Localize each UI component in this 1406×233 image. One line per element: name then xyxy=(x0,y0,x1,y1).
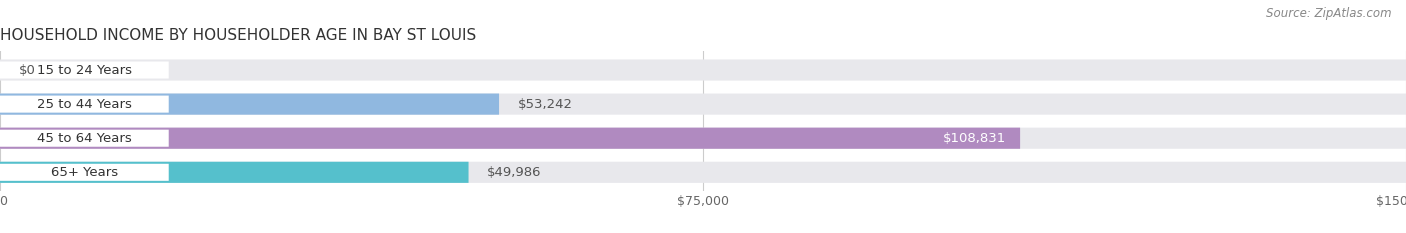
Text: 15 to 24 Years: 15 to 24 Years xyxy=(37,64,132,76)
Text: HOUSEHOLD INCOME BY HOUSEHOLDER AGE IN BAY ST LOUIS: HOUSEHOLD INCOME BY HOUSEHOLDER AGE IN B… xyxy=(0,28,477,43)
FancyBboxPatch shape xyxy=(0,62,169,79)
FancyBboxPatch shape xyxy=(0,128,1406,149)
Text: 45 to 64 Years: 45 to 64 Years xyxy=(37,132,132,145)
Text: 65+ Years: 65+ Years xyxy=(51,166,118,179)
Text: $108,831: $108,831 xyxy=(943,132,1007,145)
Text: 25 to 44 Years: 25 to 44 Years xyxy=(37,98,132,111)
FancyBboxPatch shape xyxy=(0,93,499,115)
FancyBboxPatch shape xyxy=(0,162,468,183)
Text: $53,242: $53,242 xyxy=(517,98,572,111)
FancyBboxPatch shape xyxy=(0,93,1406,115)
FancyBboxPatch shape xyxy=(0,164,169,181)
FancyBboxPatch shape xyxy=(0,130,169,147)
Text: Source: ZipAtlas.com: Source: ZipAtlas.com xyxy=(1267,7,1392,20)
Text: $49,986: $49,986 xyxy=(488,166,541,179)
FancyBboxPatch shape xyxy=(0,128,1021,149)
FancyBboxPatch shape xyxy=(0,162,1406,183)
FancyBboxPatch shape xyxy=(0,96,169,113)
FancyBboxPatch shape xyxy=(0,59,1406,81)
Text: $0: $0 xyxy=(18,64,35,76)
